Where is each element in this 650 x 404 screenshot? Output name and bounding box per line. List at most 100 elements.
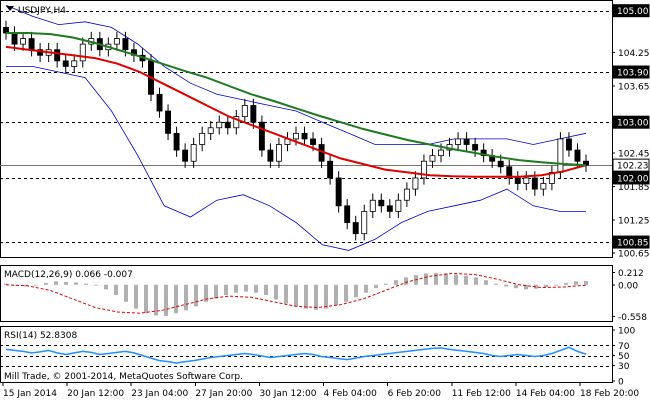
candle-body xyxy=(122,38,129,51)
macd-bar xyxy=(124,284,128,302)
chart-collapse-icon[interactable] xyxy=(6,6,14,11)
candle-body xyxy=(199,132,206,145)
bollinger-bands xyxy=(5,4,587,251)
candle-body xyxy=(11,32,18,45)
price-label-box xyxy=(612,158,650,172)
macd-bar xyxy=(234,284,238,293)
candle-body xyxy=(20,38,27,45)
macd-bar xyxy=(344,284,348,302)
candle-body xyxy=(438,149,444,157)
macd-bar xyxy=(454,274,458,285)
candle-body xyxy=(241,105,248,118)
macd-bar xyxy=(524,284,528,290)
price-label-box xyxy=(612,235,650,249)
macd-bar xyxy=(104,284,108,290)
price-panel-frame xyxy=(0,0,613,258)
candle-body xyxy=(480,149,487,157)
macd-tick-label: 0.00 xyxy=(618,281,638,291)
candle-body xyxy=(369,199,376,212)
candle-body xyxy=(79,43,86,62)
macd-bar xyxy=(474,277,478,285)
bollinger-lower xyxy=(6,66,586,251)
candle-body xyxy=(574,149,581,162)
macd-bar xyxy=(94,284,98,286)
time-tick-label: 15 Jan 2014 xyxy=(3,389,57,399)
macd-bar xyxy=(44,283,48,285)
time-tick-label: 4 Feb 04:00 xyxy=(324,389,378,399)
candle-body xyxy=(506,166,513,179)
candle-body xyxy=(497,160,504,168)
copyright-text: Mill Trade, © 2001-2014, MetaQuotes Soft… xyxy=(4,372,243,382)
candles xyxy=(3,20,589,241)
price-tick-label: 103.65 xyxy=(618,82,650,92)
macd-bar xyxy=(564,283,568,285)
rsi-polyline xyxy=(5,346,587,364)
price-levels xyxy=(0,11,612,243)
candle-body xyxy=(378,199,385,207)
price-tick-label: 100.85 xyxy=(617,239,649,249)
candle-body xyxy=(557,138,564,173)
macd-bar xyxy=(384,283,388,285)
macd-bar xyxy=(34,284,38,286)
price-tick-label: 102.45 xyxy=(618,149,650,159)
candle-body xyxy=(62,60,69,67)
candle-body xyxy=(403,188,410,201)
macd-bar xyxy=(304,284,308,309)
candle-body xyxy=(565,138,572,151)
macd-bar xyxy=(544,284,548,288)
macd-panel-frame xyxy=(0,265,613,322)
candle-body xyxy=(540,183,547,190)
rsi-title: RSI(14) 52.8308 xyxy=(4,331,77,341)
time-tick-label: 11 Feb 12:00 xyxy=(452,389,511,399)
candle-body xyxy=(165,110,172,134)
candle-body xyxy=(310,138,317,145)
candle-body xyxy=(531,177,538,190)
macd-bar xyxy=(584,281,588,285)
macd-bar xyxy=(334,284,338,306)
price-tick-label: 101.25 xyxy=(618,216,650,226)
moving-averages xyxy=(5,32,587,178)
macd-bar xyxy=(174,284,178,314)
macd-histogram xyxy=(4,272,588,317)
time-tick-label: 14 Feb 04:00 xyxy=(516,389,575,399)
time-tick-label: 23 Jan 04:00 xyxy=(131,389,188,399)
macd-bar xyxy=(534,284,538,289)
bollinger-upper xyxy=(5,4,587,145)
candle-body xyxy=(335,177,342,207)
candle-body xyxy=(344,205,351,223)
candle-body xyxy=(267,149,274,162)
price-tick-label: 102.00 xyxy=(617,174,649,184)
price-tick-label: 102.23 xyxy=(617,162,649,172)
candle-body xyxy=(190,144,197,162)
macd-bar xyxy=(424,273,428,285)
macd-bar xyxy=(244,284,248,292)
macd-bar xyxy=(4,283,8,285)
candle-body xyxy=(395,199,402,212)
candle-body xyxy=(361,210,368,235)
macd-bar xyxy=(164,284,168,317)
macd-bar xyxy=(504,284,508,287)
macd-bar xyxy=(494,283,498,285)
candle-body xyxy=(258,121,265,151)
rsi-tick-label: 0 xyxy=(618,378,624,388)
macd-bar xyxy=(514,284,518,289)
rsi-tick-label: 100 xyxy=(618,327,635,337)
macd-bar xyxy=(144,284,148,314)
price-tick-label: 105.00 xyxy=(617,7,649,17)
rsi-tick-label: 30 xyxy=(618,362,630,372)
candle-body xyxy=(412,177,419,190)
macd-bar xyxy=(54,281,58,285)
macd-bar xyxy=(204,284,208,302)
candle-body xyxy=(463,138,470,145)
rsi-line xyxy=(5,346,587,364)
macd-bar xyxy=(214,284,218,299)
macd-tick-label: -0.558 xyxy=(618,313,647,323)
macd-bar xyxy=(554,284,558,286)
price-panel: 105.00 104.25 103.90 103.65 103.00 102.45 102.… xyxy=(0,0,650,260)
candle-body xyxy=(327,160,334,179)
macd-panel: 0.212 0.00 -0.558 MACD(12,26,9) 0.066 -0.0… xyxy=(0,265,647,323)
rsi-tick-label: 70 xyxy=(618,342,630,352)
macd-bar xyxy=(354,284,358,298)
